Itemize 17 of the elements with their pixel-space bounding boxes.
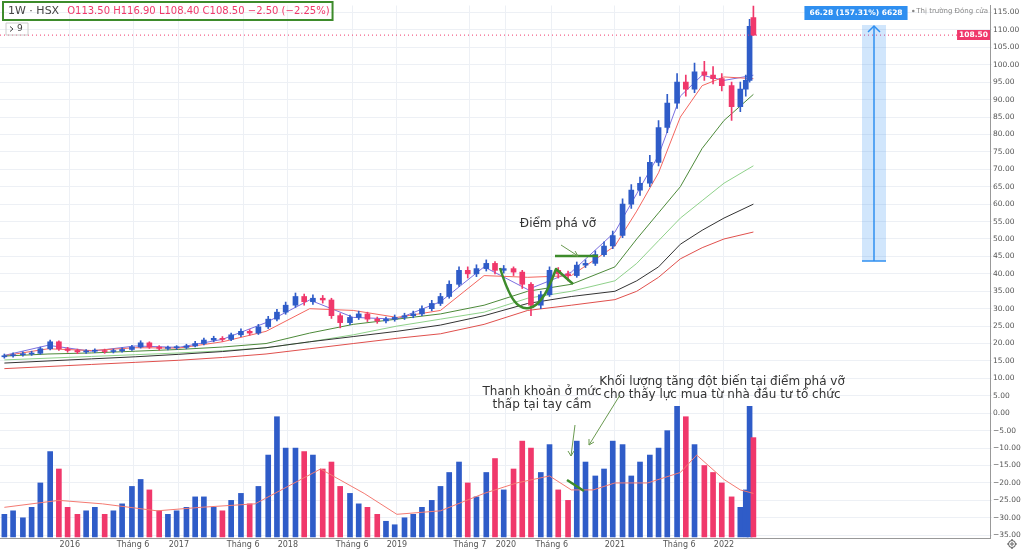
x-tick-label: Tháng 6 (661, 539, 696, 549)
x-tick-label: 2017 (168, 539, 189, 549)
annotation: 9 (17, 23, 23, 34)
chart-title: 1W · HSX (8, 3, 60, 17)
x-tick-label: 2018 (277, 539, 299, 549)
x-tick-label: Tháng 6 (225, 539, 260, 549)
annotation: Điểm phá vỡ (519, 216, 597, 231)
x-tick-label: Tháng 7 (452, 539, 487, 549)
x-tick-label: 2016 (59, 539, 80, 549)
x-tick-label: 2020 (495, 539, 517, 549)
chart-subtitle: O113.50 H116.90 L108.40 C108.50 −2.50 (−2.25%) (67, 4, 330, 16)
x-tick-label: 2021 (604, 539, 626, 549)
x-tick-label: Tháng 6 (115, 539, 150, 549)
x-tick-label: Tháng 6 (534, 539, 569, 549)
x-tick-label: Tháng 6 (334, 539, 369, 549)
x-tick-label: 2019 (386, 539, 408, 549)
x-tick-label: 2022 (713, 539, 735, 549)
